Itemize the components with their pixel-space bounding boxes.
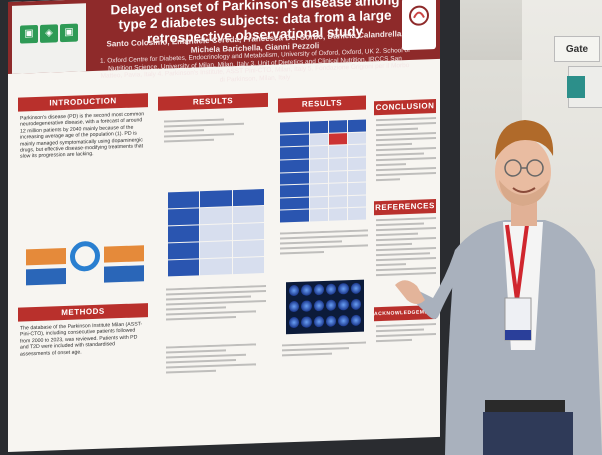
results-table-2 [280,119,366,223]
table-caption-1 [166,284,266,338]
parkinson-institute-logo [402,0,436,51]
affiliations: 1. Oxford Centre for Diabetes, Endocrino… [100,46,410,84]
presenter-person [395,120,602,455]
brain-imaging-figure [286,279,364,335]
methods-text: The database of the Parkinson Institute … [20,321,143,358]
logo-mark-icon: ◈ [40,24,58,43]
poster-header: ▣ ◈ ▣ Delayed onset of Parkinson's disea… [8,0,440,83]
results-figure-2 [166,343,266,416]
results-heading-2: RESULTS [278,95,366,113]
figure-caption [282,341,366,374]
institution-logo: ▣ ◈ ▣ [12,3,86,74]
results-heading-1: RESULTS [158,92,268,111]
study-diagram [26,233,144,293]
table-caption-2 [280,229,368,268]
logo-emblem-icon [409,5,429,26]
gate-sign: Gate [554,36,600,62]
introduction-text: Parkinson's disease (PD) is the second m… [20,111,145,161]
poster-authors: Santo Colosimo, Emanuele Cereda, Frances… [100,29,410,88]
introduction-heading: INTRODUCTION [18,93,148,112]
methods-heading: METHODS [18,303,148,322]
logo-mark-icon: ▣ [20,24,38,44]
scientific-poster: ▣ ◈ ▣ Delayed onset of Parkinson's disea… [8,0,440,453]
logo-mark-icon: ▣ [60,23,78,43]
teal-wayfinding-sign-icon [567,76,585,98]
results-table-1 [168,189,264,277]
poster-board: ▣ ◈ ▣ Delayed onset of Parkinson's disea… [0,0,460,455]
results-figure [164,117,264,164]
